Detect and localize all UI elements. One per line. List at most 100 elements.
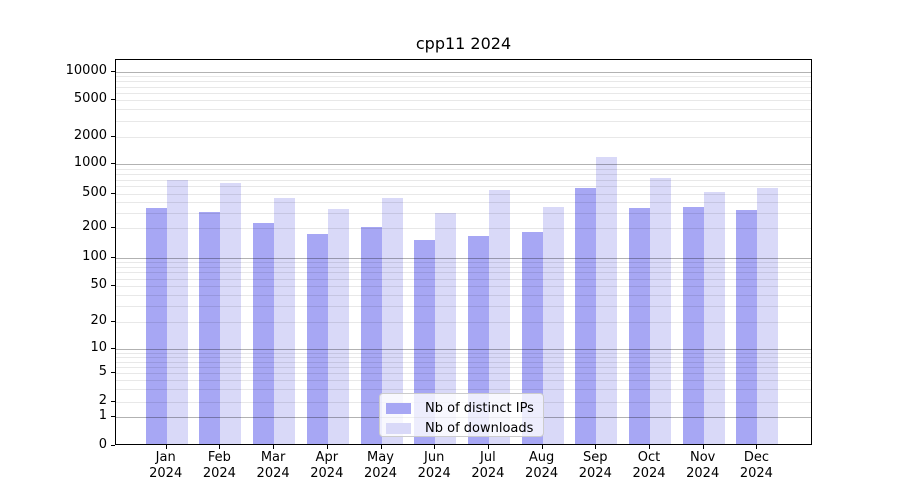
y-tick-label: 5 (98, 364, 107, 380)
bar-distinct-ips (199, 212, 221, 444)
bar-downloads (435, 213, 457, 444)
x-tick-month: Feb (207, 450, 231, 465)
bar-distinct-ips (145, 207, 167, 444)
bar-distinct-ips (414, 239, 436, 444)
bar-downloads (381, 197, 403, 444)
x-tick-month: Aug (528, 450, 555, 465)
x-tick-label: Nov 2024 (671, 450, 735, 482)
grid-line-minor (116, 373, 811, 375)
grid-line-major (116, 164, 811, 166)
x-tick-mark (702, 445, 704, 449)
y-tick-label: 10000 (65, 63, 107, 79)
x-tick-year: 2024 (471, 466, 505, 481)
x-tick-mark (595, 445, 597, 449)
grid-line-minor (116, 100, 811, 102)
x-tick-label: Aug 2024 (510, 450, 574, 482)
x-tick-label: Mar 2024 (241, 450, 305, 482)
grid-line-minor (116, 194, 811, 195)
grid-line-minor (116, 267, 811, 268)
x-tick-year: 2024 (525, 466, 559, 481)
y-tick-mark (111, 99, 115, 101)
x-tick-year: 2024 (739, 466, 773, 481)
y-tick-mark (111, 71, 115, 73)
y-tick-label: 500 (82, 185, 107, 200)
x-tick-mark (326, 445, 328, 449)
x-tick-month: Sep (583, 450, 608, 465)
y-tick-mark (111, 321, 115, 322)
x-tick-month: Jul (480, 450, 496, 465)
bar-distinct-ips (253, 223, 275, 444)
legend-entry: Nb of distinct IPs (386, 398, 543, 418)
grid-line-minor (116, 352, 811, 354)
x-tick-label: May 2024 (349, 450, 413, 482)
grid-line-minor (116, 306, 811, 308)
grid-line-minor (116, 294, 811, 296)
grid-line-minor (116, 202, 811, 204)
x-tick-mark (541, 445, 543, 449)
x-tick-year: 2024 (417, 466, 451, 481)
x-tick-month: Jun (424, 450, 445, 465)
plot-area: Nb of distinct IPs Nb of downloads (115, 59, 812, 445)
grid-line-major (116, 258, 811, 259)
y-tick-mark (111, 257, 115, 258)
bar-distinct-ips (360, 226, 382, 444)
x-tick-year: 2024 (202, 466, 236, 481)
grid-layer (116, 60, 811, 444)
y-tick-mark (111, 135, 115, 137)
grid-line-minor (116, 380, 811, 382)
grid-line-minor (116, 186, 811, 188)
grid-line-minor (116, 92, 811, 94)
x-tick-month: Dec (743, 450, 769, 465)
chart-title: cpp11 2024 (415, 34, 512, 53)
y-tick-label: 1 (98, 407, 107, 423)
y-tick-mark (111, 348, 115, 349)
x-tick-mark (487, 445, 489, 449)
x-tick-mark (649, 445, 650, 449)
bar-distinct-ips (629, 208, 650, 444)
y-tick-label: 100 (82, 249, 107, 264)
bar-downloads (488, 189, 510, 444)
bar-distinct-ips (575, 187, 597, 444)
bar-downloads (166, 180, 188, 444)
x-tick-month: Mar (260, 450, 286, 465)
bar-downloads (596, 156, 618, 444)
y-tick-label: 2 (98, 393, 107, 409)
bars-layer (116, 60, 811, 444)
x-tick-year: 2024 (632, 466, 666, 481)
grid-line-minor (116, 81, 811, 83)
legend-label: Nb of downloads (425, 420, 534, 436)
bar-downloads (220, 183, 242, 444)
x-tick-mark (434, 445, 436, 449)
legend-swatch (386, 422, 411, 434)
x-tick-month: Nov (690, 450, 716, 465)
grid-line-minor (116, 361, 811, 363)
grid-line-minor (116, 76, 811, 78)
grid-line-minor (116, 109, 811, 111)
x-tick-year: 2024 (578, 466, 612, 481)
y-tick-label: 20 (90, 313, 107, 328)
bar-distinct-ips (521, 231, 543, 444)
y-tick-mark (111, 401, 115, 403)
x-tick-label: Jun 2024 (402, 450, 466, 482)
bar-downloads (274, 198, 296, 444)
x-tick-label: Jul 2024 (456, 450, 520, 482)
bar-distinct-ips (736, 209, 758, 444)
x-tick-year: 2024 (363, 466, 398, 481)
x-tick-label: Sep 2024 (563, 450, 627, 482)
y-tick-label: 1000 (73, 155, 107, 171)
x-tick-month: Jan (155, 450, 176, 465)
y-tick-mark (111, 285, 115, 286)
bar-downloads (757, 188, 779, 444)
grid-line-minor (116, 272, 811, 274)
y-tick-label: 10 (90, 340, 107, 355)
legend-label: Nb of distinct IPs (425, 400, 534, 416)
grid-line-minor (116, 227, 811, 229)
grid-line-minor (116, 286, 811, 287)
grid-line-major (116, 349, 811, 350)
y-tick-mark (111, 193, 115, 194)
bar-downloads (703, 192, 725, 444)
bar-distinct-ips (306, 234, 328, 444)
bar-distinct-ips (682, 206, 704, 444)
grid-line-minor (116, 86, 811, 88)
y-tick-label: 5000 (73, 91, 107, 107)
